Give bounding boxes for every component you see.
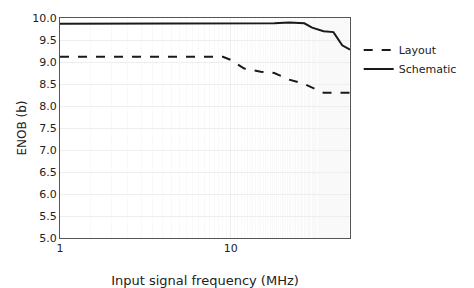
svg-text:1: 1 <box>57 242 64 255</box>
svg-text:Input signal frequency (MHz): Input signal frequency (MHz) <box>111 273 299 288</box>
svg-text:Layout: Layout <box>399 44 437 57</box>
svg-text:7.0: 7.0 <box>39 144 57 157</box>
svg-text:6.0: 6.0 <box>39 188 57 201</box>
svg-text:5.0: 5.0 <box>39 232 57 245</box>
svg-text:5.5: 5.5 <box>39 210 57 223</box>
svg-text:10: 10 <box>224 242 238 255</box>
svg-text:ENOB (b): ENOB (b) <box>15 100 29 155</box>
svg-text:7.5: 7.5 <box>39 122 57 135</box>
svg-text:6.5: 6.5 <box>39 166 57 179</box>
svg-text:8.0: 8.0 <box>39 100 57 113</box>
svg-text:10.0: 10.0 <box>32 12 57 25</box>
svg-text:9.0: 9.0 <box>39 56 57 69</box>
svg-text:9.5: 9.5 <box>39 34 57 47</box>
svg-text:Schematic: Schematic <box>399 63 457 76</box>
svg-text:8.5: 8.5 <box>39 78 57 91</box>
